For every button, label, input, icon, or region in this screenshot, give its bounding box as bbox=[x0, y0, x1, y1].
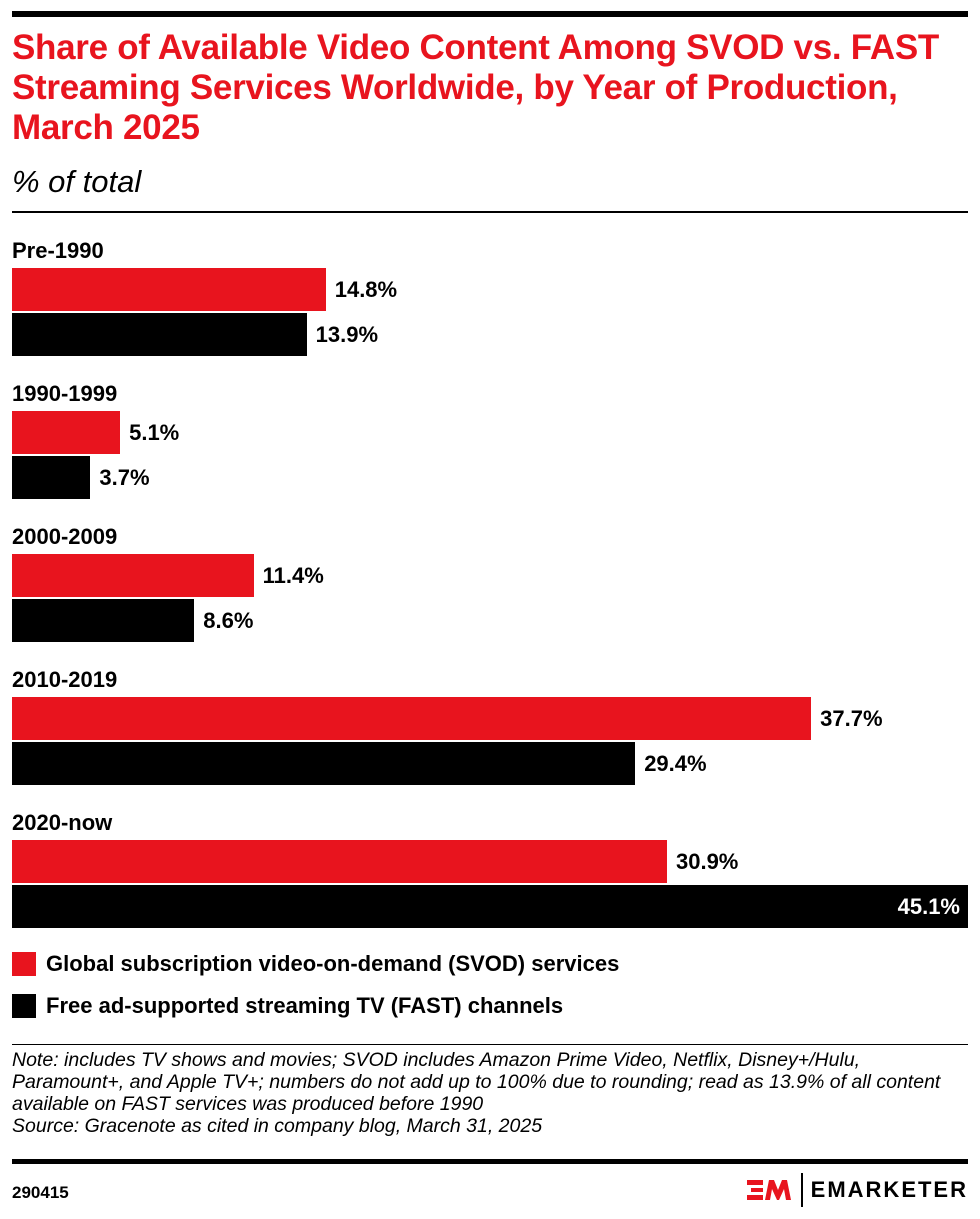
top-bar bbox=[12, 11, 968, 17]
logo-separator bbox=[800, 1173, 803, 1207]
legend-item-fast: Free ad-supported streaming TV (FAST) ch… bbox=[12, 993, 563, 1019]
category-label: 1990-1999 bbox=[12, 381, 118, 406]
bar-svod bbox=[12, 411, 121, 454]
emarketer-logo: EMARKETER bbox=[746, 1173, 968, 1207]
brand-name: EMARKETER bbox=[810, 1177, 968, 1202]
legend-label: Free ad-supported streaming TV (FAST) ch… bbox=[46, 993, 564, 1018]
divider bbox=[12, 1044, 968, 1045]
data-label: 8.6% bbox=[203, 608, 254, 633]
chart-id: 290415 bbox=[12, 1183, 69, 1202]
data-label: 37.7% bbox=[820, 706, 883, 731]
divider bbox=[12, 211, 968, 213]
legend-label: Global subscription video-on-demand (SVO… bbox=[46, 951, 620, 976]
legend-swatch bbox=[12, 994, 36, 1018]
data-label: 14.8% bbox=[334, 277, 398, 302]
category-label: Pre-1990 bbox=[12, 238, 104, 263]
data-label: 5.1% bbox=[129, 420, 180, 445]
bar-svod bbox=[12, 840, 667, 883]
category-label: 2000-2009 bbox=[12, 524, 118, 549]
category-label: 2020-now bbox=[12, 810, 113, 835]
data-label: 3.7% bbox=[99, 465, 150, 490]
bar-fast bbox=[12, 599, 195, 642]
data-label: 30.9% bbox=[675, 849, 739, 874]
data-label: 11.4% bbox=[262, 563, 324, 588]
source-text: Source: Gracenote as cited in company bl… bbox=[12, 1115, 543, 1137]
bar-fast bbox=[12, 456, 91, 499]
data-label: 13.9% bbox=[315, 322, 379, 347]
bar-fast bbox=[12, 742, 636, 785]
footnote: Note: includes TV shows and movies; SVOD… bbox=[12, 1049, 972, 1137]
bar-svod bbox=[12, 268, 326, 311]
bar-svod bbox=[12, 554, 254, 597]
legend-swatch bbox=[12, 952, 36, 976]
bar-svod bbox=[12, 697, 812, 740]
data-label: 45.1% bbox=[897, 894, 960, 919]
chart-title: Share of Available Video Content Among S… bbox=[12, 28, 939, 147]
em-logo-icon bbox=[746, 1180, 791, 1200]
chart-subtitle: % of total bbox=[12, 164, 142, 199]
data-label: 29.4% bbox=[644, 751, 707, 776]
legend-item-svod: Global subscription video-on-demand (SVO… bbox=[12, 951, 619, 977]
note-text: Note: includes TV shows and movies; SVOD… bbox=[12, 1049, 941, 1115]
category-label: 2010-2019 bbox=[12, 667, 118, 692]
footer-rule bbox=[12, 1159, 968, 1164]
bar-fast bbox=[12, 885, 968, 928]
bar-fast bbox=[12, 313, 307, 356]
